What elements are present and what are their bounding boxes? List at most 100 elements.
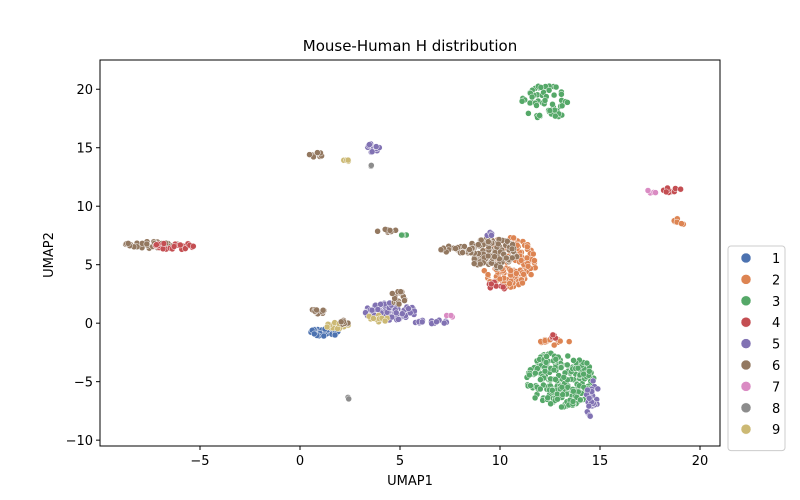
point-3 [550,366,558,374]
legend-item: 4 [740,316,780,331]
legend-marker [740,274,752,285]
point-3 [559,391,566,398]
x-tick-label: 10 [492,454,509,469]
point-6 [124,240,132,247]
point-5 [594,385,602,393]
point-2 [519,279,526,287]
cluster-5 [483,229,495,239]
point-2 [524,243,531,251]
legend-item: 2 [740,273,780,288]
point-4 [177,241,184,249]
legend-label: 8 [772,402,780,417]
point-3 [554,395,561,403]
point-3 [583,359,591,367]
cluster-5 [364,140,383,156]
point-3 [541,367,549,375]
point-6 [470,260,478,267]
point-3 [542,359,550,366]
point-6 [314,149,321,156]
cluster-8 [344,394,352,403]
point-3 [545,87,553,94]
point-5 [368,306,376,314]
point-2 [481,267,488,274]
point-5 [368,148,376,155]
point-6 [319,307,327,314]
point-6 [401,297,408,304]
cluster-8 [367,162,375,170]
point-6 [143,240,151,248]
point-3 [543,353,550,360]
plot-frame [99,59,721,447]
point-4 [190,243,197,250]
point-4 [160,240,168,247]
legend-item: 7 [740,380,780,395]
point-3 [533,102,540,109]
point-2 [520,271,527,278]
point-2 [550,341,558,349]
point-3 [558,403,565,411]
point-8 [345,395,352,403]
x-tick-label: 5 [396,454,404,469]
point-9 [323,323,331,331]
point-9 [344,156,352,164]
x-tick-label: 20 [692,454,709,469]
point-6 [374,228,381,235]
point-3 [558,383,566,391]
point-3 [547,400,554,408]
point-6 [484,252,492,260]
cluster-5 [583,377,602,420]
point-5 [488,232,495,239]
point-6 [389,290,396,297]
axes: −5 0 5 10 15 20 −10 −5 0 5 10 15 20 [66,59,721,469]
x-tick-label: 0 [296,454,304,469]
point-2 [531,257,538,264]
point-9 [370,315,377,322]
legend-marker [740,381,752,392]
point-3 [552,112,559,120]
legend-item: 1 [740,252,780,267]
point-4 [153,241,160,248]
point-6 [497,263,504,271]
cluster-6 [389,288,409,308]
point-6 [337,318,345,326]
y-tick-label: −5 [74,376,93,391]
point-2 [496,275,504,283]
point-3 [536,112,543,119]
point-2 [556,337,564,345]
point-5 [395,316,402,323]
point-3 [569,398,577,405]
point-3 [557,364,565,371]
point-2 [524,263,532,270]
point-5 [418,318,426,326]
legend-item: 3 [740,295,780,310]
point-3 [537,376,544,383]
point-2 [510,234,517,242]
point-6 [508,245,516,253]
y-axis-label: UMAP2 [42,232,57,278]
point-3 [541,97,549,104]
legend-label: 3 [772,295,780,310]
cluster-7 [644,187,659,197]
cluster-2 [670,215,687,228]
legend-label: 9 [772,423,780,438]
point-5 [366,141,373,148]
legend-marker [740,402,752,414]
legend-item: 9 [740,423,780,438]
point-2 [523,254,531,262]
legend-item: 8 [740,402,780,417]
point-3 [574,364,582,372]
point-3 [518,98,526,105]
point-3 [564,352,572,360]
point-6 [491,253,498,260]
point-5 [585,402,593,410]
point-2 [530,250,537,258]
point-3 [564,361,571,369]
point-6 [477,260,484,268]
legend-label: 2 [772,273,780,288]
point-3 [570,387,577,395]
point-6 [452,245,459,252]
point-3 [537,385,544,393]
point-3 [537,84,545,91]
point-2 [527,271,535,278]
